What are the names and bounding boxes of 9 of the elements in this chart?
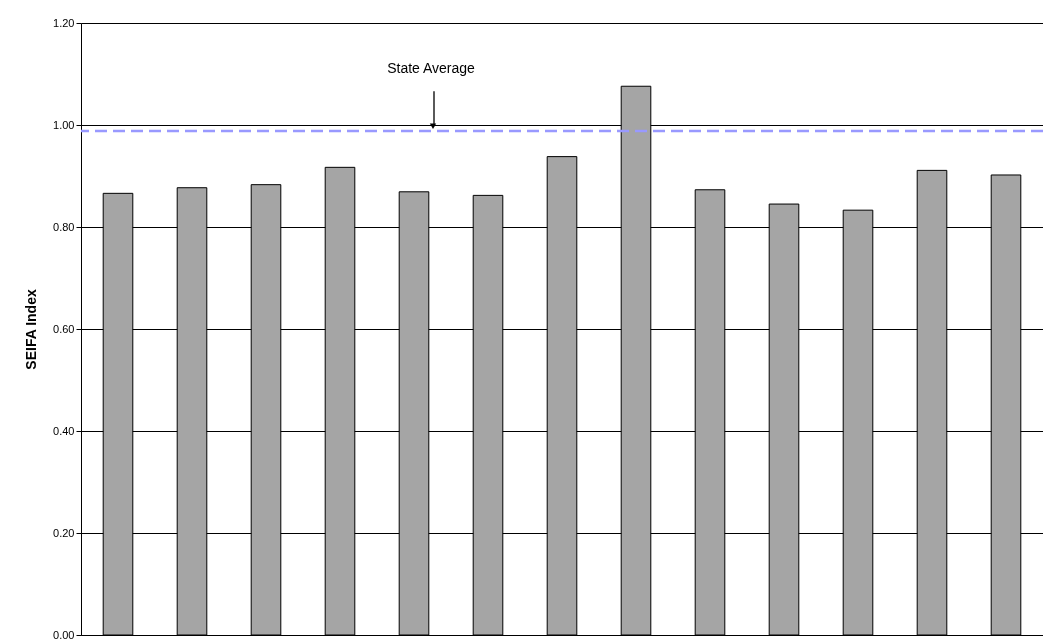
y-axis-title: SEIFA Index: [23, 289, 40, 370]
y-tick-label: 1.20: [53, 16, 75, 29]
y-tick-label: 0.00: [53, 628, 75, 640]
y-tick-label: 0.20: [53, 526, 75, 539]
y-tick-label: 1.00: [53, 118, 75, 131]
ref-line-label: State Average: [387, 60, 476, 77]
y-tick-label: 0.80: [53, 220, 75, 233]
y-tick-label: 0.40: [53, 424, 75, 437]
y-tick-label: 0.60: [53, 322, 75, 335]
